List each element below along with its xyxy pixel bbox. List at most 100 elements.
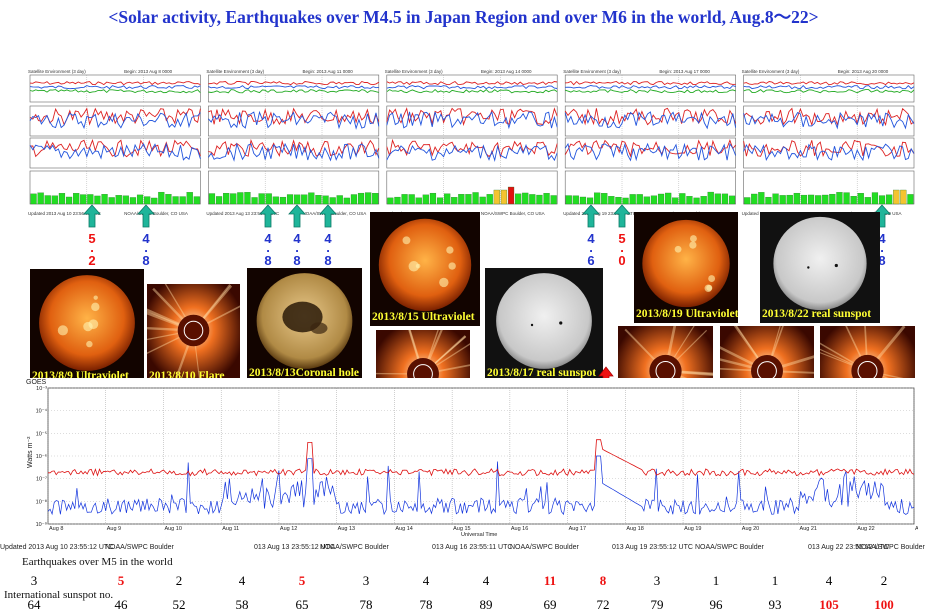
kp-index-bar [258,193,265,205]
subplot-frame [29,105,201,137]
solar-image-sun-hole: 2013/8/13Coronal hole [247,268,362,382]
panel-header-label: Satellite Environment (3 day) [385,69,443,74]
x-tick-label: Aug 12 [280,526,297,532]
kp-index-bar [721,193,729,205]
kp-index-bar [272,196,279,205]
kp-index-bar [700,196,707,205]
x-tick-label: Aug 15 [453,526,470,532]
subplot-frame [208,137,380,169]
active-region [86,340,93,348]
kp-index-bar [365,192,372,205]
kp-index-bar [622,197,629,205]
kp-index-bar [172,196,179,205]
quake-row-label: Earthquakes over M5 in the world [22,556,173,568]
kp-index-bar [572,195,579,205]
kp-index-bar [857,193,864,205]
active-region [446,246,454,254]
kp-index-bar [843,192,850,205]
kp-index-bar [672,197,679,205]
sun-disk [642,219,730,308]
quake-count-cell: 4 [422,573,430,588]
kp-index-bar [900,189,907,205]
series-line [29,85,201,90]
kp-index-bar [850,196,857,205]
quake-count-cell: 1 [771,573,779,588]
x-tick-label: Aug 13 [338,526,355,532]
sunspot-number-cell: 100 [874,597,894,612]
sunspot [807,266,810,269]
series-line [564,107,737,126]
series-line [564,138,736,158]
magnitude-integer: 4 [878,231,886,246]
magnitude-point: . [620,240,624,255]
kp-index-bar [579,196,587,205]
kp-index-bar [308,192,315,205]
japan-quake-magnitude: 4.8 [873,231,891,267]
long-wave-flux-line [48,439,915,477]
kp-index-bar [486,194,493,205]
active-region [57,325,68,336]
quake-count-cell: 4 [825,573,833,588]
x-tick-label: Aug 18 [626,526,643,532]
magnitude-point: . [144,240,148,255]
active-region [91,302,100,312]
satellite-environment-panel: Satellite Environment (3 day) Begin: 2013… [26,66,918,216]
kp-index-bar [493,189,500,205]
kp-index-bar [108,197,115,205]
magnitude-decimal: 8 [293,253,301,268]
sunspot-number-cell: 78 [359,597,373,612]
kp-index-bar [686,196,693,205]
kp-index-bar [215,196,223,205]
japan-quake-magnitude: 4.8 [259,232,277,267]
magnitude-integer: 5 [618,231,626,246]
page-title: <Solar activity, Earthquakes over M4.5 i… [108,7,819,27]
kp-index-bar [728,195,736,205]
x-tick-label: Aug 23 [915,526,918,532]
panel-header-label: Satellite Environment (3 day) [563,69,621,74]
active-region [708,275,716,282]
kp-index-bar [193,196,200,205]
kp-index-bar [586,197,594,205]
kp-index-bar [37,192,44,205]
series-line [29,111,201,130]
solar-image-sun-white: 2013/8/22 real sunspot [760,212,880,323]
kp-index-bar [315,195,322,205]
panel-header-label: Satellite Environment (3 day) [742,69,800,74]
kp-index-bar [472,192,479,205]
series-line [743,111,915,130]
kp-index-bar [657,193,665,205]
japan-quake-magnitude: 5.0 [613,231,631,268]
x-tick-label: Aug 16 [511,526,528,532]
panel-footer-source: NOAA/SWPC Boulder, CO USA [124,211,188,216]
subplot-frame [29,170,201,205]
image-caption: 2013/8/19 Ultraviolet [636,308,738,320]
quake-count-cell: 4 [482,573,490,588]
series-line [565,80,736,86]
x-tick-label: Aug 9 [107,526,121,532]
kp-index-bar [779,195,786,205]
panel-footer-updated: Updated 2013 Aug 19 23:56:08 UTC [563,211,637,216]
series-line [743,89,915,94]
kp-index-bar [886,194,893,205]
sunspot-number-cell: 89 [479,597,493,612]
kp-index-bar [529,194,536,205]
panel-footer-updated: Updated 2013 Aug 10 23:56:08 UTC [28,211,102,216]
subplot-frame [564,105,736,137]
kp-index-bar [744,197,751,205]
sun-hole-graphic [256,273,353,369]
kp-index-bar [230,193,237,205]
active-region [439,277,449,288]
kp-index-bar [565,195,572,205]
kp-index-bar [451,197,458,205]
magnitude-decimal: 0 [618,253,626,268]
japan-quake-magnitude: 4.8 [288,232,306,268]
active-region [402,236,411,245]
kp-index-bar [679,193,686,205]
kp-index-bar [94,195,101,205]
subplot-frame [743,105,915,137]
series-line [208,142,380,162]
series-line [565,89,736,94]
solar-image-sun-uv: 2013/8/19 Ultraviolet [634,212,738,323]
sunspot [559,321,563,325]
kp-index-bar [286,194,294,205]
